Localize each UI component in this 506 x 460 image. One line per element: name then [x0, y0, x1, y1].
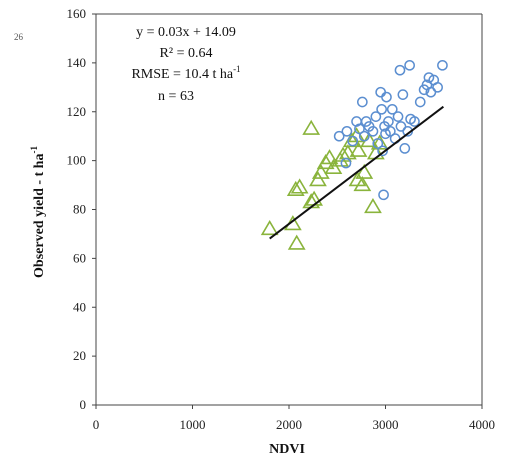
y-tick-label: 80 [73, 202, 86, 217]
trendline-group [269, 105, 445, 240]
triangle-data-point [334, 146, 352, 162]
triangle-data-point [364, 197, 382, 214]
circle-data-point [397, 89, 409, 100]
triangle-data-point [260, 219, 279, 236]
triangle-data-point [316, 153, 335, 170]
y-axis-title-superscript: -1 [29, 146, 39, 154]
circle-data-point [372, 138, 384, 149]
circle-data-point [370, 111, 382, 122]
triangle-data-point [324, 158, 343, 175]
circle-data-point [356, 96, 368, 108]
annotation-r-squared: R² = 0.64 [160, 46, 213, 61]
triangle-data-point [309, 171, 327, 187]
y-axis-title: Observed yield - t ha-1 [29, 146, 47, 278]
triangle-data-point [302, 119, 321, 135]
trendline [269, 105, 445, 240]
plot-background [96, 14, 482, 405]
y-tick-label: 160 [67, 6, 87, 21]
circle-data-point [377, 145, 388, 157]
circle-data-point [399, 143, 411, 154]
triangle-data-point [348, 171, 367, 187]
x-tick-label: 1000 [180, 417, 206, 432]
circle-data-point [404, 59, 415, 71]
triangle-data-point [320, 149, 339, 165]
circle-data-point [409, 116, 420, 127]
y-axis-title-text: Observed yield - t ha [32, 154, 47, 278]
y-tick-label: 60 [73, 250, 86, 265]
y-axis-ticks: 0 20 40 60 80 100 120 140 160 [67, 6, 96, 412]
y-tick-label: 140 [67, 55, 87, 70]
y-tick-label: 120 [67, 104, 87, 119]
circle-data-point [392, 111, 404, 122]
annotation-equation: y = 0.03x + 14.09 [136, 25, 236, 40]
x-tick-label: 4000 [469, 417, 495, 432]
circle-data-point [384, 125, 396, 137]
circle-data-point [432, 81, 443, 93]
triangle-data-point [355, 163, 374, 179]
circle-data-point [358, 130, 370, 142]
x-tick-label: 0 [93, 417, 100, 432]
circle-data-point [414, 96, 426, 108]
annotation-rmse: RMSE = 10.4 t ha-1 [131, 64, 240, 82]
circle-data-point [340, 157, 352, 169]
annotation-rmse-text: RMSE = 10.4 t ha [131, 67, 233, 82]
circle-data-point [347, 135, 359, 147]
corner-fragment-label: 26 [14, 32, 24, 42]
x-axis-title: NDVI [269, 442, 305, 457]
triangle-data-point [353, 175, 372, 192]
circle-data-point [383, 116, 394, 127]
data-markers [260, 59, 448, 250]
circle-data-point [367, 125, 379, 137]
circle-data-point [394, 64, 406, 76]
circle-data-point [376, 103, 387, 115]
x-axis-ticks: 0 1000 2000 3000 4000 [93, 405, 495, 432]
circle-data-point [378, 189, 389, 201]
annotation-n: n = 63 [158, 89, 194, 104]
triangle-data-point [311, 163, 330, 179]
circle-data-point [341, 125, 353, 137]
circle-data-point [333, 130, 345, 142]
y-tick-label: 0 [80, 397, 87, 412]
triangle-data-point [286, 180, 305, 196]
circle-data-point [386, 103, 398, 115]
plot-area [95, 13, 483, 406]
circle-data-point [437, 59, 448, 71]
y-tick-label: 40 [73, 299, 86, 314]
circle-data-point [381, 91, 392, 103]
triangle-data-point [349, 141, 368, 157]
triangle-data-point [370, 134, 389, 150]
x-tick-label: 3000 [373, 417, 399, 432]
annotation-rmse-superscript: -1 [233, 64, 241, 74]
triangle-data-point [287, 234, 306, 250]
circle-data-point [354, 123, 365, 135]
triangle-data-point [290, 178, 309, 194]
y-tick-label: 20 [73, 348, 86, 363]
y-tick-label: 100 [67, 153, 87, 168]
x-tick-label: 2000 [276, 417, 302, 432]
regression-annotation: y = 0.03x + 14.09 R² = 0.64 RMSE = 10.4 … [131, 25, 240, 104]
